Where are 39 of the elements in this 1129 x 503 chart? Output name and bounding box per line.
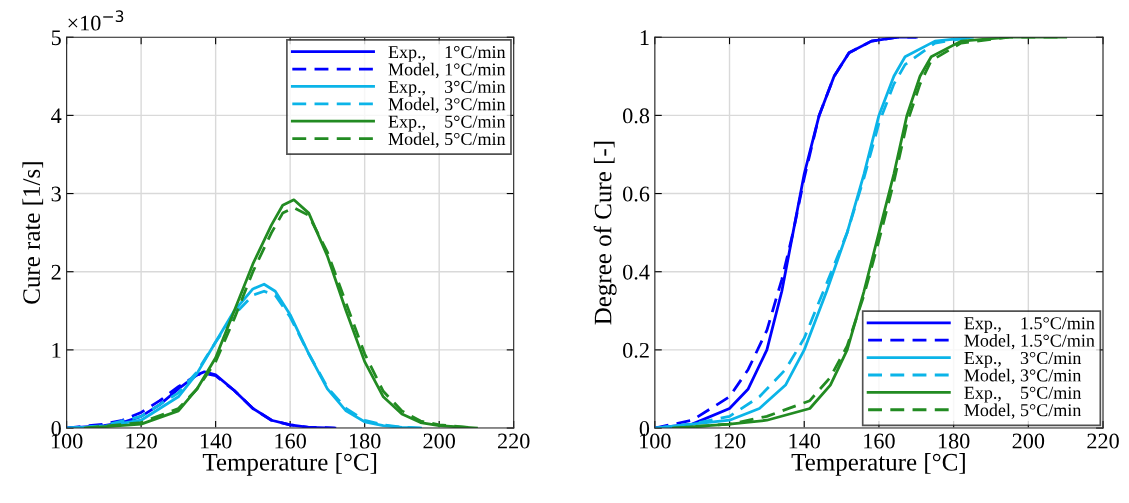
- x-tick-label: 220: [498, 433, 530, 449]
- legend-label: Exp., 3°C/min: [388, 80, 506, 97]
- y-tick-label: 0.4: [623, 264, 650, 280]
- x-tick-label: 180: [938, 433, 970, 449]
- x-tick-label: 120: [126, 433, 157, 449]
- x-axis-title: Temperature [°C]: [202, 453, 377, 476]
- y-tick-label: 1: [52, 342, 61, 358]
- y-axis-title: Degree of Cure [-]: [593, 141, 617, 325]
- y-tick-label: 2: [51, 264, 61, 280]
- legend-label: Model, 1.5°C/min: [964, 334, 1095, 350]
- x-axis-title: Temperature [°C]: [791, 453, 965, 476]
- y-axis-title: Cure rate [1/s]: [22, 162, 44, 304]
- y-tick-label: 0.8: [623, 108, 650, 124]
- x-tick-label: 120: [714, 433, 746, 449]
- legend-label: Model, 1°C/min: [388, 62, 506, 79]
- y-tick-label: 0.6: [623, 186, 650, 202]
- legend-label: Model, 3°C/min: [388, 97, 506, 113]
- x-tick-label: 140: [200, 433, 232, 449]
- y-tick-label: 3: [51, 186, 61, 202]
- legend-label: Model, 3°C/min: [964, 368, 1082, 385]
- y-tick-label: 5: [51, 30, 61, 46]
- legend-label: Model, 5°C/min: [388, 132, 506, 148]
- legend-label: Exp., 5°C/min: [388, 115, 506, 132]
- legend-label: Exp., 1°C/min: [388, 45, 506, 62]
- x-tick-label: 220: [1087, 433, 1119, 449]
- legend-label: Exp., 1.5°C/min: [964, 317, 1095, 333]
- y-tick-label: 4: [51, 108, 62, 124]
- x-tick-label: 200: [423, 433, 455, 449]
- x-tick-label: 160: [275, 433, 306, 449]
- y-tick-label: 1: [640, 30, 649, 45]
- legend-label: Exp., 3°C/min: [964, 351, 1082, 368]
- x-tick-label: 140: [789, 433, 821, 449]
- x-tick-label: 180: [349, 433, 381, 449]
- text: ×10$^{−3}$: [68, 10, 124, 31]
- y-tick-label: 0.2: [623, 342, 649, 358]
- x-tick-label: 160: [864, 433, 895, 449]
- legend-label: Model, 5°C/min: [964, 403, 1082, 419]
- legend-label: Exp., 5°C/min: [964, 386, 1082, 403]
- x-tick-label: 200: [1012, 433, 1045, 449]
